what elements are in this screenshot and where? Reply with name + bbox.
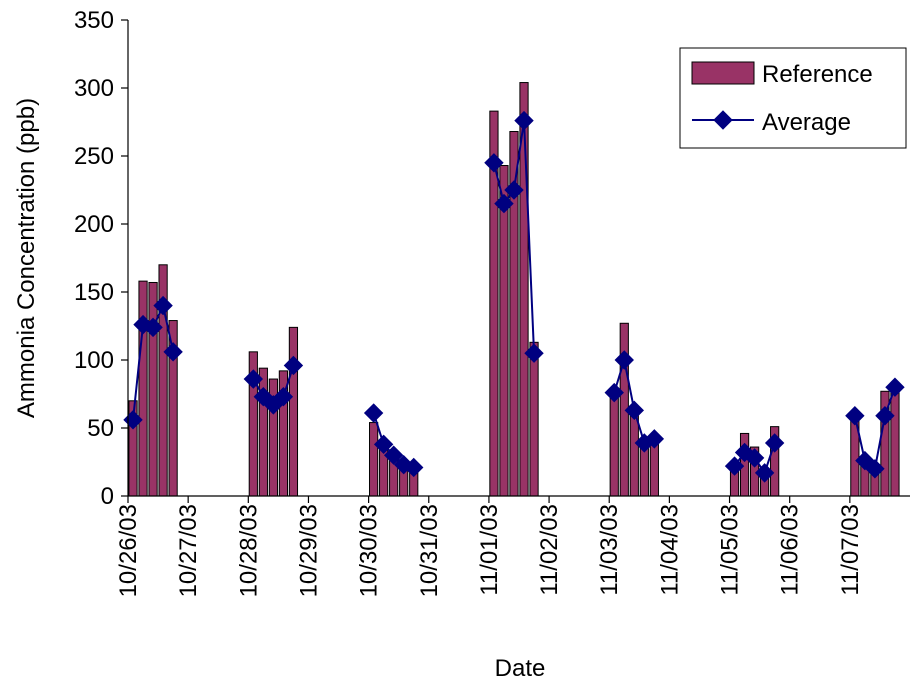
legend-average-label: Average <box>762 109 851 136</box>
reference-bar <box>138 280 148 497</box>
y-axis-title: Ammonia Concentration (ppb) <box>13 98 40 418</box>
x-tick-label: 11/03/03 <box>596 504 623 596</box>
x-tick-label: 10/30/03 <box>356 504 383 597</box>
average-point <box>484 153 504 173</box>
legend-reference-swatch <box>691 61 755 85</box>
reference-bar <box>529 341 539 497</box>
average-point <box>764 433 785 453</box>
average-point <box>143 317 163 338</box>
x-tick-label: 10/31/03 <box>416 504 443 597</box>
x-tick-label: 11/07/03 <box>837 504 864 596</box>
x-tick-label: 11/05/03 <box>717 504 744 596</box>
average-point <box>504 180 524 200</box>
average-point <box>163 342 183 362</box>
average-point <box>273 387 294 407</box>
average-point <box>744 448 765 468</box>
x-tick-label: 10/26/03 <box>115 504 142 597</box>
x-tick-label: 11/01/03 <box>476 504 503 596</box>
average-point <box>404 457 424 478</box>
y-tick-label: 150 <box>74 279 114 306</box>
y-tick-label: 250 <box>74 143 114 170</box>
average-point <box>363 403 384 423</box>
average-point <box>875 406 895 426</box>
average-point <box>885 377 905 397</box>
x-tick-label: 11/02/03 <box>536 504 563 596</box>
reference-bar <box>369 422 379 497</box>
x-tick-label: 11/04/03 <box>656 504 683 596</box>
average-point <box>524 343 544 363</box>
x-tick-label: 10/29/03 <box>295 504 322 597</box>
reference-bar <box>629 411 639 497</box>
average-point <box>614 350 634 370</box>
reference-bar <box>890 392 900 497</box>
average-point <box>283 355 304 376</box>
x-axis-title: Date <box>495 655 546 682</box>
average-point <box>604 382 624 403</box>
average-point <box>373 434 394 455</box>
reference-bar <box>499 165 509 497</box>
x-tick-label: 10/27/03 <box>175 504 202 597</box>
reference-bar <box>288 326 299 497</box>
y-tick-label: 200 <box>74 211 114 238</box>
average-point <box>243 369 264 389</box>
average-point <box>865 459 885 479</box>
y-tick-label: 300 <box>74 75 114 102</box>
average-point <box>724 456 745 476</box>
average-point <box>514 110 534 131</box>
axes <box>127 20 910 497</box>
average-point <box>845 406 865 426</box>
average-point <box>383 445 404 465</box>
legend-average-marker <box>713 110 733 130</box>
legend-reference-label: Reference <box>762 61 873 88</box>
reference-bar <box>609 396 619 497</box>
average-point <box>855 450 875 471</box>
average-point <box>624 400 645 421</box>
x-axis-ticks: 10/26/03 10/27/03 10/28/03 10/29/03 10/30/03… <box>115 496 864 597</box>
y-axis-ticks: 0 50 100 150 200 250 300 350 <box>74 7 128 510</box>
y-tick-label: 50 <box>87 415 114 442</box>
average-point <box>494 193 514 214</box>
average-series <box>123 110 905 483</box>
reference-bar <box>649 441 659 497</box>
x-tick-label: 11/06/03 <box>777 504 804 596</box>
average-point <box>734 442 755 463</box>
y-tick-label: 0 <box>101 483 114 510</box>
y-tick-label: 350 <box>74 7 114 34</box>
average-point <box>153 295 173 316</box>
reference-bars <box>128 82 900 497</box>
reference-bar <box>148 281 158 497</box>
average-point <box>754 463 775 483</box>
reference-bar <box>639 445 649 497</box>
legend: Reference Average <box>679 47 907 149</box>
y-tick-label: 100 <box>74 347 114 374</box>
x-tick-label: 10/28/03 <box>235 504 262 597</box>
average-point <box>644 429 665 449</box>
